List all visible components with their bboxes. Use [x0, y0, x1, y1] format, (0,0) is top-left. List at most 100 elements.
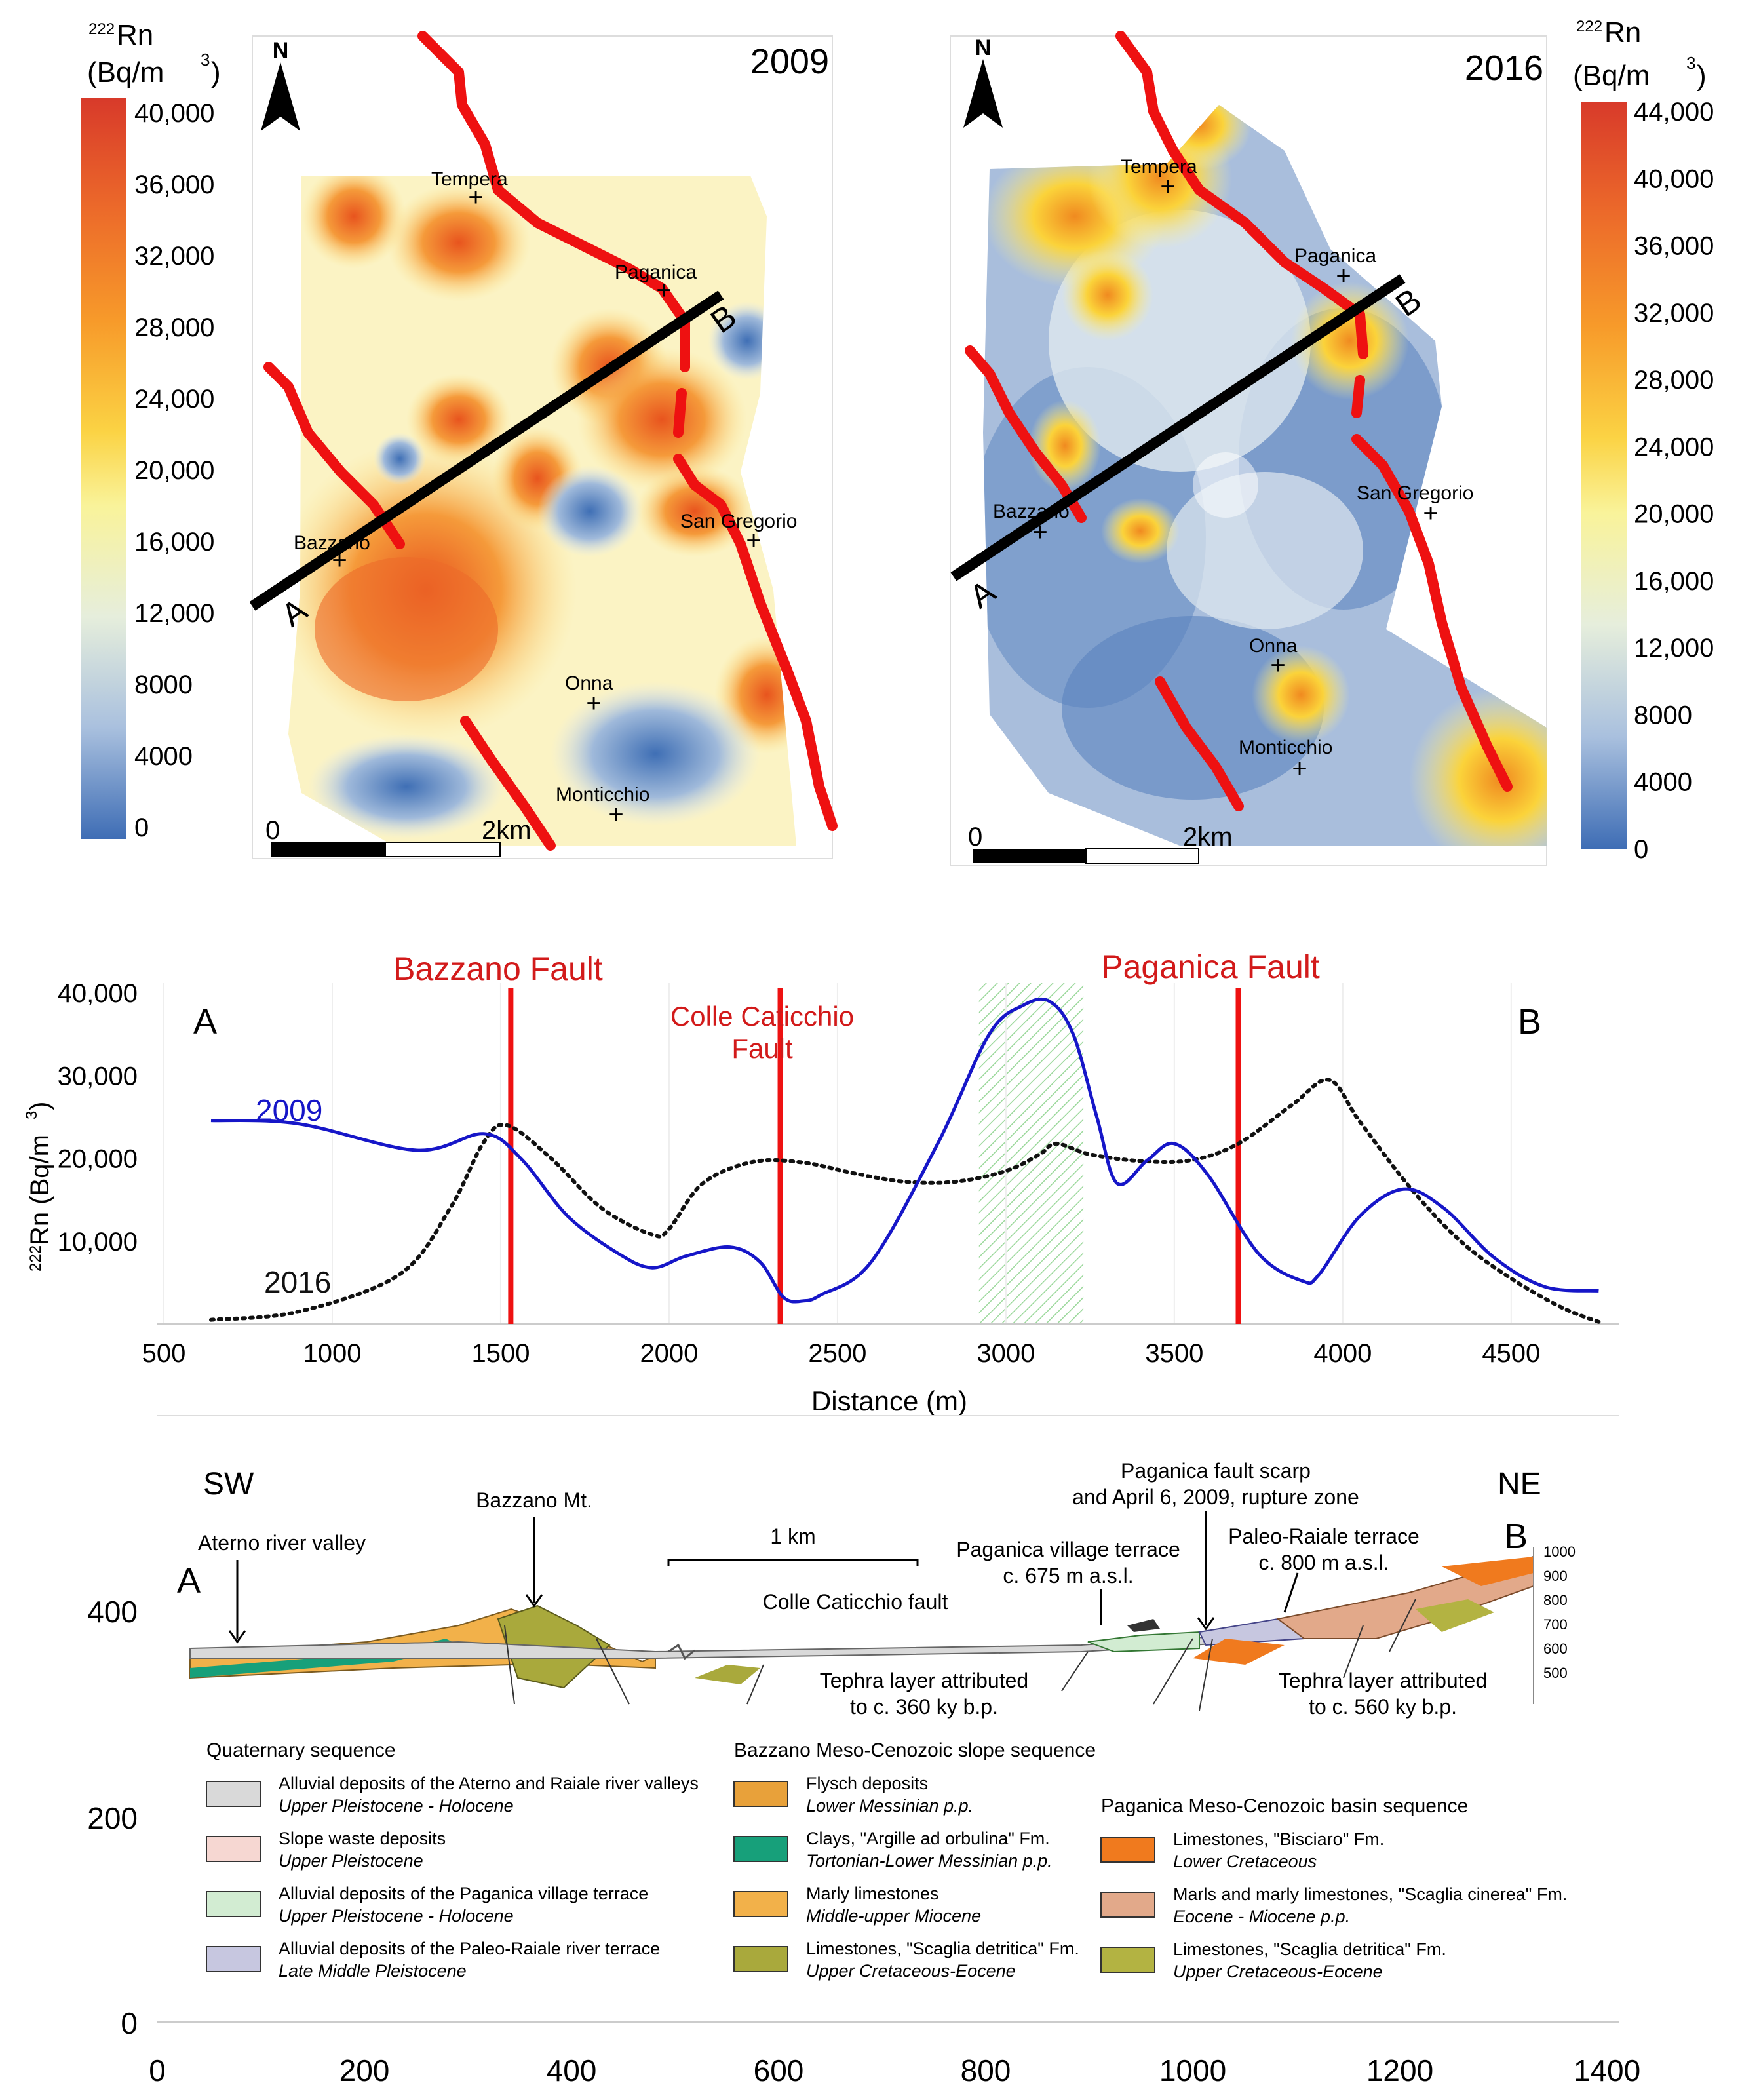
colorbar-tick-label: 16,000 [134, 528, 214, 556]
place-cross-icon: + [1292, 754, 1307, 783]
colorbar-unit-sup: 3 [201, 50, 210, 69]
colorbar-tick-label: 40,000 [1634, 165, 1714, 193]
colorbar-tick-label: 40,000 [134, 99, 214, 128]
place-cross-icon: + [586, 689, 601, 718]
unit-scaglia-detritica-paganica [1416, 1599, 1494, 1632]
colorbar-unit: (Bq/m [87, 56, 164, 88]
unit-bisciaro-top [1442, 1557, 1534, 1586]
colorbar-2009-ticks: 40,000 36,000 32,000 28,000 24,000 20,000 16,0… [134, 99, 214, 842]
legend-swatch [733, 1781, 788, 1807]
fault-label-bazzano: Bazzano Fault [393, 950, 603, 987]
profile-y-label: 222 Rn (Bq/m 3 ) [23, 1102, 54, 1272]
colorbar-tick-label: 44,000 [1634, 98, 1714, 126]
legend-swatch [733, 1891, 788, 1917]
legend-item-age: Upper Cretaceous-Eocene [1173, 1962, 1383, 1981]
bazzano-fault-trace [965, 345, 1087, 523]
colorbar-2009-ramp [81, 98, 126, 839]
legend-item-name: Alluvial deposits of the Paganica villag… [279, 1884, 648, 1903]
colorbar-tick-label: 4000 [134, 742, 193, 771]
map-2009-section-line [249, 290, 724, 611]
place-label: Bazzano [993, 501, 1070, 522]
place-label: Paganica [615, 262, 697, 283]
section-y-tick: 400 [87, 1595, 138, 1629]
y-tick-label: 30,000 [58, 1062, 138, 1091]
fault-label-colle-1: Colle Caticchio [670, 1001, 854, 1032]
bazzano-fault-trace [263, 362, 405, 549]
x-tick-label: 3500 [1145, 1339, 1203, 1368]
legend-swatch [206, 1946, 261, 1972]
map-2009-scale-bar: 0 2km [265, 816, 532, 857]
map-2009-faults [263, 31, 838, 851]
map-2009-north-label: N [273, 38, 289, 63]
legend-item-name: Marls and marly limestones, "Scaglia cin… [1173, 1884, 1567, 1904]
legend-swatch [733, 1836, 788, 1862]
place-cross-icon: + [468, 183, 483, 212]
colorbar-title-sup: 222 [88, 20, 115, 38]
colorbar-tick-label: 20,000 [134, 456, 214, 485]
right-scale-tick: 500 [1543, 1665, 1568, 1681]
legend-item-name: Alluvial deposits of the Aterno and Raia… [279, 1774, 699, 1793]
right-scale-tick: 700 [1543, 1616, 1568, 1633]
north-arrow-icon [261, 62, 300, 131]
geological-cross-section: 400 200 0 0 200 400 600 800 1000 1200 14… [87, 1415, 1640, 2088]
section-x-tick: 1400 [1574, 2053, 1640, 2088]
colorbar-tick-label: 32,000 [1634, 299, 1714, 328]
colorbar-tick-label: 8000 [134, 671, 193, 699]
legend-swatch [206, 1781, 261, 1807]
place-label: Tempera [431, 168, 508, 190]
colorbar-tick-label: 8000 [1634, 701, 1692, 729]
profile-end-b: B [1518, 1002, 1541, 1041]
section-right-scale: 1000 900 800 700 600 500 [1533, 1544, 1576, 1704]
legend-item-name: Slope waste deposits [279, 1829, 446, 1848]
annotation-village-2: c. 675 m a.s.l. [1003, 1564, 1133, 1587]
series-2009-label: 2009 [256, 1093, 322, 1127]
scale-end: 2km [482, 816, 532, 845]
right-scale-tick: 800 [1543, 1592, 1568, 1608]
section-y-tick: 0 [121, 2006, 138, 2040]
colorbar-2016-ramp [1581, 102, 1627, 849]
north-arrow-icon [963, 59, 1003, 128]
colorbar-tick-label: 28,000 [134, 313, 214, 342]
legend-item-age: Late Middle Pleistocene [279, 1961, 467, 1981]
annotation-aterno: Aterno river valley [198, 1531, 366, 1555]
legend-item-name: Limestones, "Scaglia detritica" Fm. [1173, 1939, 1446, 1959]
x-tick-label: 500 [142, 1339, 186, 1368]
colorbar-2009: 222 Rn (Bq/m 3 ) 40,000 36,000 32,000 28,00… [81, 19, 221, 842]
annotation-tephra360-2: to c. 360 ky b.p. [850, 1695, 998, 1719]
colorbar-tick-label: 16,000 [1634, 567, 1714, 596]
place-cross-icon: + [746, 526, 761, 555]
paganica-fault-gap [673, 388, 687, 438]
section-fault-lines [504, 1599, 1416, 1711]
legend-item-name: Clays, "Argille ad orbulina" Fm. [806, 1829, 1050, 1848]
legend-group-paganica: Paganica Meso-Cenozoic basin sequence [1101, 1795, 1468, 1817]
colorbar-unit-close: ) [1697, 60, 1707, 92]
place-cross-icon: + [656, 276, 671, 305]
x-tick-label: 1500 [471, 1339, 530, 1368]
annotation-scarp-1: Paganica fault scarp [1121, 1459, 1311, 1483]
x-tick-label: 2500 [808, 1339, 866, 1368]
colorbar-tick-label: 24,000 [1634, 433, 1714, 461]
section-arrows [228, 1511, 1299, 1644]
map-2016-north-label: N [975, 35, 992, 60]
map-2016-scale-bar: 0 2km [968, 823, 1233, 864]
x-tick-label: 4000 [1313, 1339, 1372, 1368]
paganica-fault-trace [417, 31, 690, 372]
right-scale-tick: 600 [1543, 1641, 1568, 1657]
legend-swatch [206, 1891, 261, 1917]
legend-item-name: Marly limestones [806, 1884, 939, 1903]
annotation-raiale-1: Paleo-Raiale terrace [1228, 1525, 1420, 1548]
onna-fault-trace [1155, 676, 1244, 811]
section-scale-label: 1 km [770, 1525, 815, 1548]
annotation-raiale-2: c. 800 m a.s.l. [1258, 1551, 1389, 1574]
place-label: Paganica [1294, 245, 1376, 267]
section-x-tick: 600 [754, 2053, 804, 2088]
colorbar-2016: 222 Rn (Bq/m 3 ) 44,000 40,000 36,000 32,00… [1573, 16, 1714, 864]
legend-item-name: Limestones, "Scaglia detritica" Fm. [806, 1939, 1079, 1958]
series-2009-line [210, 997, 1599, 1304]
unit-scaglia-colle [695, 1665, 760, 1684]
unit-bisciaro [1193, 1639, 1285, 1665]
legend-swatch [1100, 1837, 1155, 1863]
place-cross-icon: + [1032, 518, 1047, 547]
section-x-tick: 1200 [1366, 2053, 1433, 2088]
place-cross-icon: + [1423, 499, 1438, 528]
